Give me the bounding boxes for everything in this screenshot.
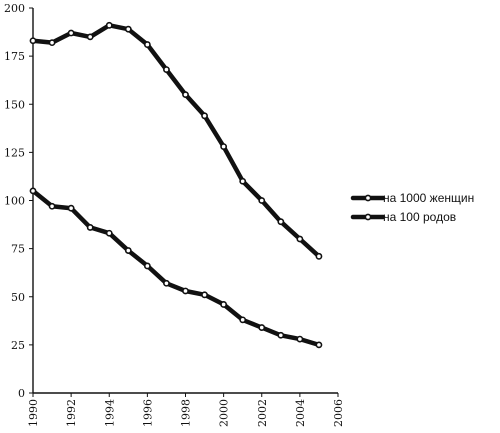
data-point — [143, 41, 151, 48]
y-axis: 0 25 50 75 100 125 150 175 200 — [4, 2, 34, 400]
legend-label: на 100 родов — [383, 210, 456, 224]
data-point — [258, 197, 266, 204]
data-point — [315, 341, 323, 349]
data-point — [201, 112, 208, 120]
data-point — [124, 247, 132, 254]
data-point — [220, 143, 228, 150]
x-axis: 1990 1992 1994 1996 1998 2000 2002 2004 2006 — [27, 392, 345, 427]
data-point — [163, 279, 170, 287]
data-point — [277, 331, 285, 339]
data-point — [296, 235, 304, 243]
data-point — [48, 202, 56, 210]
data-point — [296, 335, 304, 343]
data-point — [48, 39, 56, 47]
legend-label: на 1000 женщин — [383, 191, 474, 205]
y-tick-label: 0 — [18, 387, 25, 400]
data-point — [182, 287, 189, 295]
data-point — [29, 187, 37, 195]
data-point — [239, 316, 247, 324]
data-point — [258, 324, 266, 331]
data-point — [201, 291, 208, 299]
y-tick-label: 25 — [11, 339, 25, 352]
x-tick-label: 2002 — [256, 399, 269, 427]
x-tick-label: 2006 — [332, 399, 345, 427]
legend: на 1000 женщин на 100 родов — [350, 191, 474, 224]
data-point — [239, 177, 247, 185]
data-point — [277, 218, 285, 226]
data-point — [315, 252, 323, 260]
x-tick-label: 1996 — [141, 399, 154, 427]
series-line-2 — [30, 188, 322, 348]
x-tick-label: 1990 — [27, 399, 40, 427]
data-point — [143, 262, 151, 270]
data-point — [105, 21, 113, 29]
data-point — [105, 229, 113, 237]
y-tick-label: 125 — [4, 146, 25, 159]
y-tick-label: 175 — [4, 50, 25, 63]
y-tick-label: 200 — [4, 2, 25, 15]
y-tick-label: 50 — [11, 291, 25, 304]
y-tick-label: 100 — [4, 195, 25, 208]
series-group — [29, 21, 323, 349]
data-point — [182, 91, 189, 99]
data-point — [124, 25, 132, 33]
y-tick-label: 75 — [11, 243, 25, 256]
data-point — [67, 29, 75, 37]
x-tick-label: 2004 — [294, 399, 307, 427]
data-point — [220, 301, 228, 308]
x-tick-label: 1998 — [180, 399, 193, 427]
legend-marker — [364, 194, 372, 202]
data-point — [86, 33, 94, 41]
data-point — [67, 204, 75, 212]
x-tick-label: 1994 — [103, 399, 116, 427]
data-point — [29, 37, 37, 45]
y-tick-label: 150 — [4, 98, 25, 111]
x-tick-label: 2000 — [218, 399, 231, 427]
data-point — [86, 224, 94, 231]
legend-marker — [364, 213, 372, 221]
data-point — [163, 66, 170, 73]
series-line-1 — [30, 23, 322, 259]
x-tick-label: 1992 — [65, 399, 78, 427]
